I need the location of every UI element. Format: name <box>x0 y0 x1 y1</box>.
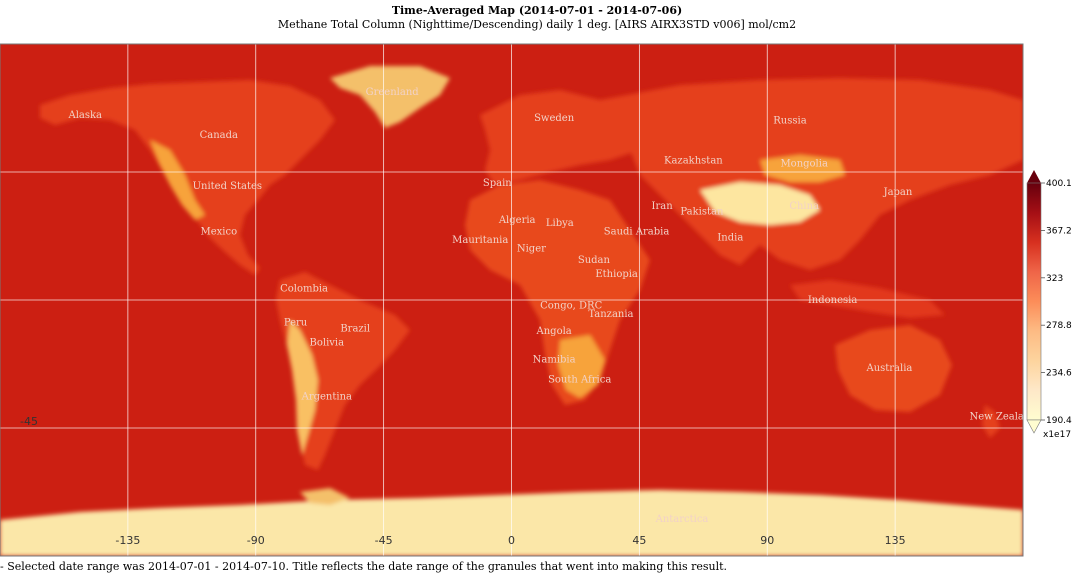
land-rockies-high <box>150 140 205 220</box>
place-label: China <box>789 201 819 212</box>
lon-tick-labels: -135 -90 -45 0 45 90 135 <box>115 534 905 547</box>
colorbar-label: 278.8 <box>1046 321 1072 331</box>
land-australia <box>835 325 952 412</box>
lon-tick-label: 135 <box>885 534 906 547</box>
place-label: Iran <box>652 201 674 212</box>
lon-tick-label: -90 <box>247 534 265 547</box>
land-south-africa-high <box>558 335 605 398</box>
lon-tick-label: -45 <box>375 534 393 547</box>
place-label: Angola <box>536 326 572 337</box>
place-label: Niger <box>517 244 546 255</box>
place-label: Namibia <box>533 355 576 366</box>
land-indonesia <box>790 280 945 318</box>
place-label: Brazil <box>340 323 370 334</box>
place-label: South Africa <box>548 374 611 385</box>
place-label: Spain <box>483 178 512 189</box>
lat-tick-labels: -45 <box>20 415 38 428</box>
land-andes-high <box>287 320 318 455</box>
place-labels: Greenland Alaska Canada Sweden Russia Kazakhs… <box>67 87 1037 525</box>
lon-tick-label: 90 <box>760 534 774 547</box>
place-label: Libya <box>546 218 574 229</box>
place-label: Colombia <box>280 283 328 294</box>
land-north-america <box>40 80 335 275</box>
place-label: Mauritania <box>452 235 508 246</box>
land-greenland <box>330 66 450 128</box>
place-label: Peru <box>284 318 308 329</box>
colorbar-label: 367.2 <box>1046 226 1072 236</box>
place-label: Mongolia <box>780 158 828 169</box>
place-label: Indonesia <box>808 295 858 306</box>
colorbar-label: 400.1 <box>1046 179 1072 189</box>
place-label: Kazakhstan <box>664 155 723 166</box>
place-label: Canada <box>200 130 238 141</box>
colorbar: 400.1 367.2 323 278.8 234.6 190.4 x1e17 <box>1026 170 1072 440</box>
place-label: New Zealand <box>969 411 1037 422</box>
place-label: Australia <box>865 363 912 374</box>
colorbar-label: 234.6 <box>1046 369 1072 379</box>
place-label: Russia <box>773 116 806 127</box>
place-label: Japan <box>883 187 913 198</box>
place-label: Saudi Arabia <box>604 227 670 238</box>
land-antarctic-peninsula <box>300 488 350 505</box>
lon-tick-label: -135 <box>115 534 140 547</box>
colorbar-ramp <box>1026 182 1042 421</box>
land-new-zealand <box>982 405 1000 438</box>
colorbar-label: 190.4 <box>1046 416 1072 426</box>
lon-tick-label: 0 <box>508 534 515 547</box>
map-subtitle: Methane Total Column (Nighttime/Descendi… <box>277 18 797 31</box>
map-title: Time-Averaged Map (2014-07-01 - 2014-07-… <box>391 4 683 17</box>
place-label: United States <box>193 181 262 192</box>
place-label: Ethiopia <box>595 269 638 280</box>
colorbar-max-arrow <box>1027 170 1041 183</box>
place-label: Pakistan <box>680 207 724 218</box>
place-label: Bolivia <box>310 338 345 349</box>
colorbar-label: 323 <box>1046 274 1063 284</box>
place-label: Alaska <box>67 110 102 121</box>
place-label: Sudan <box>578 255 611 266</box>
colorbar-min-arrow <box>1026 419 1042 434</box>
graticule <box>0 44 1023 556</box>
place-label: India <box>717 232 743 243</box>
place-label: Argentina <box>301 392 352 403</box>
place-label: Greenland <box>366 87 420 98</box>
lon-tick-label: 45 <box>632 534 646 547</box>
footnote: - Selected date range was 2014-07-01 - 2… <box>0 560 728 573</box>
land-mongolia-high <box>760 155 845 182</box>
place-label: Antarctica <box>655 514 709 525</box>
map-border <box>0 43 1024 557</box>
land-tibet-high <box>700 182 820 225</box>
place-label: Mexico <box>200 227 237 238</box>
place-label: Sweden <box>534 113 575 124</box>
place-label: Algeria <box>498 215 536 226</box>
colorbar-multiplier: x1e17 <box>1043 430 1071 440</box>
lat-tick-label: -45 <box>20 415 38 428</box>
place-label: Congo, DRC <box>540 301 602 312</box>
place-label: Tanzania <box>588 309 633 320</box>
